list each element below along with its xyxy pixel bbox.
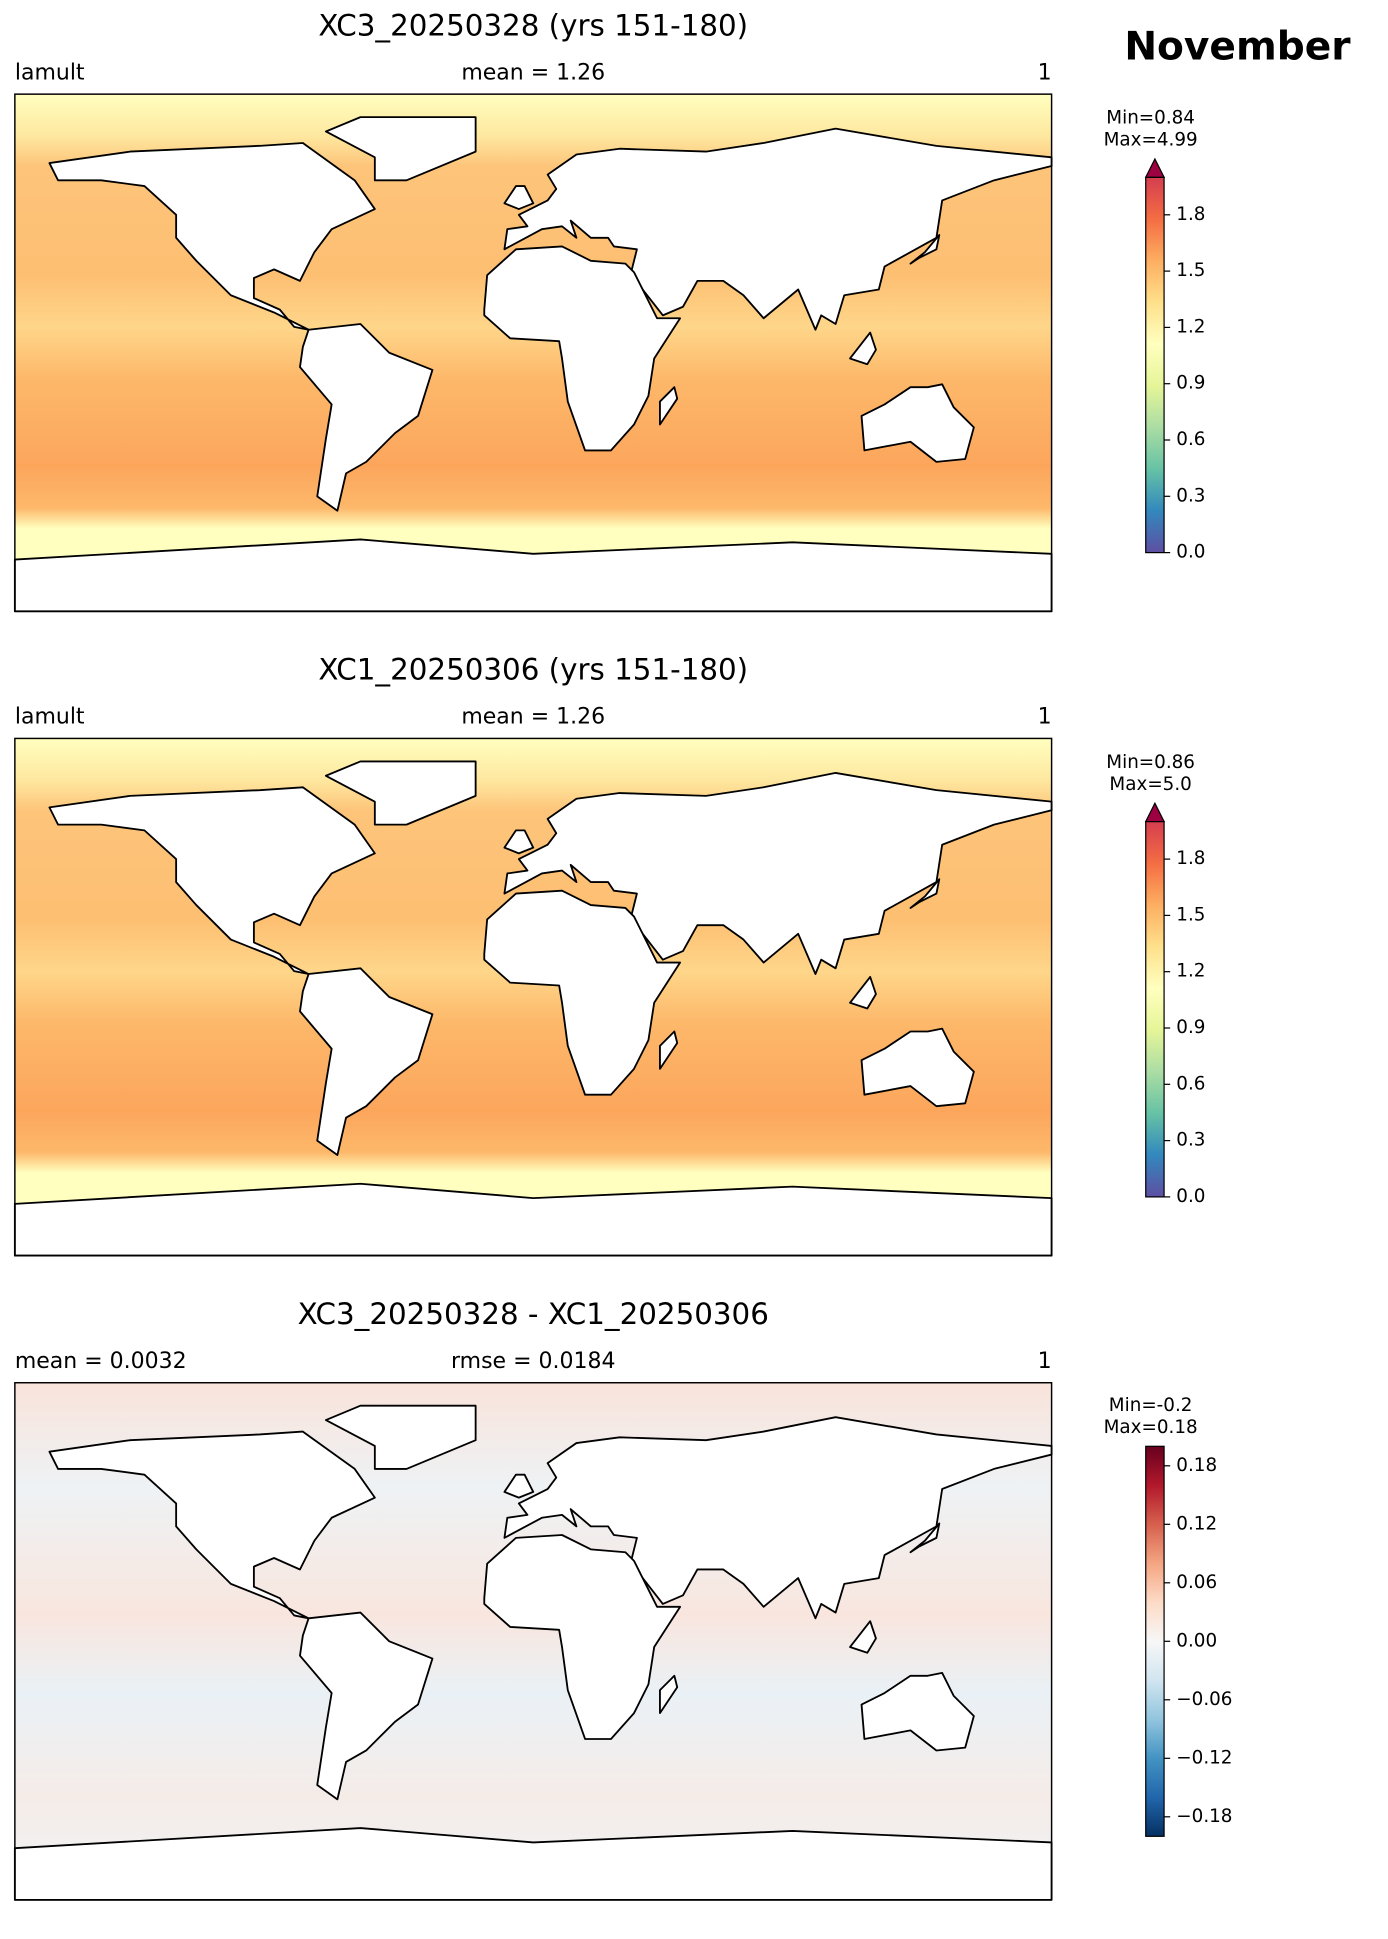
colorbar-tick-label: 0.18 xyxy=(1176,1455,1217,1476)
colorbar-tick-label: −0.12 xyxy=(1176,1747,1232,1768)
max-label: Max=4.99 xyxy=(1104,130,1198,151)
continent xyxy=(909,878,941,909)
colorbar xyxy=(1145,176,1165,554)
colorbar-tick-label: 0.00 xyxy=(1176,1630,1217,1651)
colorbar-tick-label: 0.6 xyxy=(1176,429,1205,450)
continent xyxy=(659,386,679,426)
center-label: rmse = 0.0184 xyxy=(451,1349,615,1374)
continent xyxy=(324,1404,477,1470)
min-label: Min=0.84 xyxy=(1106,108,1195,129)
continent xyxy=(503,185,535,210)
colorbar-tick-label: 0.06 xyxy=(1176,1572,1217,1593)
continent xyxy=(503,829,535,855)
map-frame xyxy=(14,737,1053,1257)
colorbar-tick-label: 1.8 xyxy=(1176,204,1205,225)
colorbar-tick-label: 0.9 xyxy=(1176,1017,1205,1038)
colorbar-tick-label: 0.12 xyxy=(1176,1513,1217,1534)
continent xyxy=(324,116,477,182)
continent xyxy=(860,383,975,463)
panel-title: XC3_20250328 - XC1_20250306 xyxy=(298,1297,769,1331)
map-frame xyxy=(14,93,1053,613)
min-label: Min=-0.2 xyxy=(1109,1395,1193,1416)
right-label: 1 xyxy=(1038,60,1052,85)
colorbar xyxy=(1145,1445,1165,1837)
right-label: 1 xyxy=(1038,705,1052,730)
continent xyxy=(48,786,376,975)
colorbar xyxy=(1145,820,1165,1198)
continent xyxy=(503,1473,535,1499)
continent xyxy=(299,323,434,512)
min-label: Min=0.86 xyxy=(1106,752,1195,773)
colorbar-tick-label: 0.6 xyxy=(1176,1073,1205,1094)
continent xyxy=(503,127,1053,331)
colorbar-tick-label: 0.9 xyxy=(1176,373,1205,394)
colorbar-tick-label: 0.0 xyxy=(1176,1186,1205,1207)
continent xyxy=(48,1430,376,1620)
continent xyxy=(503,771,1053,975)
continent xyxy=(48,142,376,331)
colorbar-tick-label: 0.0 xyxy=(1176,542,1205,563)
max-label: Max=5.0 xyxy=(1109,774,1191,795)
continent xyxy=(483,1534,682,1740)
colorbar-tick-label: 1.2 xyxy=(1176,961,1205,982)
continent xyxy=(324,760,477,826)
map-frame xyxy=(14,1381,1053,1901)
continent xyxy=(299,1611,434,1801)
continent xyxy=(483,889,682,1096)
continent xyxy=(299,967,434,1156)
continent xyxy=(860,1671,975,1752)
max-label: Max=0.18 xyxy=(1104,1417,1198,1438)
continent xyxy=(659,1674,679,1715)
continent xyxy=(659,1030,679,1070)
center-label: mean = 1.26 xyxy=(461,705,605,730)
right-label: 1 xyxy=(1038,1349,1052,1374)
continent xyxy=(849,975,877,1010)
colorbar-extend xyxy=(1144,801,1166,823)
continent xyxy=(909,234,941,265)
panel-title: XC3_20250328 (yrs 151-180) xyxy=(318,8,748,42)
continent xyxy=(909,1522,941,1554)
center-label: mean = 1.26 xyxy=(461,60,605,85)
colorbar-extend xyxy=(1144,157,1166,178)
figure-title: November xyxy=(1124,24,1351,69)
panel-title: XC1_20250306 (yrs 151-180) xyxy=(318,653,748,687)
colorbar-tick-label: 1.5 xyxy=(1176,260,1205,281)
left-label: lamult xyxy=(15,60,85,85)
colorbar-tick-label: 1.2 xyxy=(1176,316,1205,337)
continent xyxy=(860,1027,975,1108)
continent xyxy=(849,1620,877,1654)
colorbar-tick-label: 0.3 xyxy=(1176,485,1205,506)
left-label: lamult xyxy=(15,705,85,730)
colorbar-tick-label: 1.5 xyxy=(1176,904,1205,925)
left-label: mean = 0.0032 xyxy=(15,1349,187,1374)
colorbar-tick-label: −0.18 xyxy=(1176,1806,1232,1827)
continent xyxy=(849,331,877,366)
continent xyxy=(503,1416,1053,1620)
continent xyxy=(483,245,682,452)
colorbar-tick-label: 0.3 xyxy=(1176,1130,1205,1151)
colorbar-tick-label: −0.06 xyxy=(1176,1689,1232,1710)
colorbar-tick-label: 1.8 xyxy=(1176,848,1205,869)
